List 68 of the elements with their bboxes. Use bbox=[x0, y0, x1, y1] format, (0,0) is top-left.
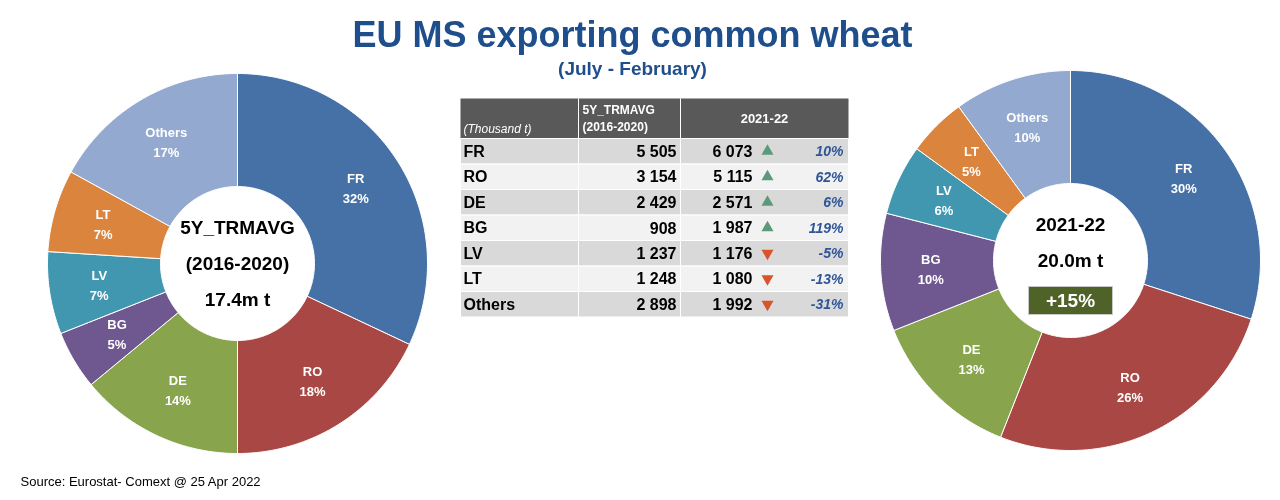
data-label: 2 429 bbox=[636, 193, 677, 211]
text: 2021-22 bbox=[740, 111, 789, 126]
data-label: 908 bbox=[649, 219, 677, 237]
data-label: 10% bbox=[815, 143, 845, 160]
slice-label: LV bbox=[91, 267, 108, 283]
text: +15% bbox=[1045, 290, 1096, 311]
data-label: 1 987 bbox=[712, 219, 753, 237]
data-label: 17% bbox=[153, 145, 180, 161]
source-note: Source: Eurostat- Comext @ 25 Apr 2022 bbox=[20, 474, 261, 489]
text: 20.0m t bbox=[1037, 250, 1104, 271]
category-label: BG bbox=[463, 219, 488, 237]
slice-label: BG bbox=[107, 317, 127, 333]
data-label: 2 571 bbox=[712, 193, 753, 211]
data-label: 6 073 bbox=[712, 142, 753, 160]
slice-label: FR bbox=[347, 170, 365, 186]
category-label: RO bbox=[463, 168, 488, 186]
data-label: -31% bbox=[810, 296, 845, 313]
slice-label: DE bbox=[168, 372, 188, 388]
data-label: 13% bbox=[958, 361, 985, 377]
text: (Thousand t) bbox=[463, 121, 532, 136]
slice-label: Others bbox=[1006, 109, 1049, 125]
slice-label: FR bbox=[1175, 160, 1194, 176]
text: 17.4m t bbox=[204, 289, 271, 310]
slice-label: BG bbox=[921, 251, 941, 267]
slice-label: Others bbox=[145, 125, 188, 141]
category-label: DE bbox=[463, 193, 487, 211]
series-label: 5Y_TRMAVG (2016-2020) bbox=[582, 102, 655, 134]
data-label: 32% bbox=[342, 190, 370, 206]
data-label: 10% bbox=[917, 271, 945, 287]
category-label: LT bbox=[463, 270, 483, 288]
data-label: -13% bbox=[810, 270, 845, 287]
data-label: 1 248 bbox=[636, 270, 677, 288]
text: EU MS exporting common wheat bbox=[352, 14, 913, 55]
data-label: 119% bbox=[808, 219, 845, 236]
slice-label: LT bbox=[95, 206, 111, 222]
data-label: 7% bbox=[93, 226, 113, 242]
data-label: 5% bbox=[107, 337, 127, 353]
data-label: 1 992 bbox=[712, 295, 753, 313]
slice-label: DE bbox=[962, 341, 981, 357]
data-label: 3 154 bbox=[636, 168, 677, 186]
data-label: -5% bbox=[818, 245, 845, 262]
data-label: 26% bbox=[1117, 389, 1144, 405]
slice-label: RO bbox=[302, 364, 323, 380]
data-label: 5% bbox=[962, 164, 982, 180]
data-label: 5 115 bbox=[713, 168, 753, 186]
slice-label: LV bbox=[936, 183, 952, 199]
data-label: 10% bbox=[1014, 129, 1041, 145]
text: (July - February) bbox=[558, 58, 707, 79]
data-label: 2 898 bbox=[636, 295, 677, 313]
category-label: LV bbox=[463, 244, 484, 262]
data-label: 18% bbox=[299, 384, 326, 400]
data-label: 6% bbox=[934, 203, 954, 219]
text: 2021-22 bbox=[1035, 214, 1106, 235]
text: 5Y_TRMAVG bbox=[180, 217, 295, 238]
data-label: 6% bbox=[823, 194, 845, 211]
data-label: 1 080 bbox=[712, 270, 753, 288]
data-label: 14% bbox=[164, 392, 192, 408]
data-label: 1 176 bbox=[712, 244, 753, 262]
data-label: 30% bbox=[1170, 180, 1198, 196]
category-label: Others bbox=[463, 295, 516, 313]
slice-label: LT bbox=[964, 144, 980, 160]
data-label: 62% bbox=[815, 168, 845, 185]
data-label: 1 237 bbox=[636, 244, 677, 262]
slice-label: RO bbox=[1120, 369, 1140, 385]
data-label: 5 505 bbox=[636, 142, 677, 160]
data-label: 7% bbox=[89, 287, 110, 303]
text: (2016-2020) bbox=[185, 253, 290, 274]
category-label: FR bbox=[463, 142, 486, 160]
